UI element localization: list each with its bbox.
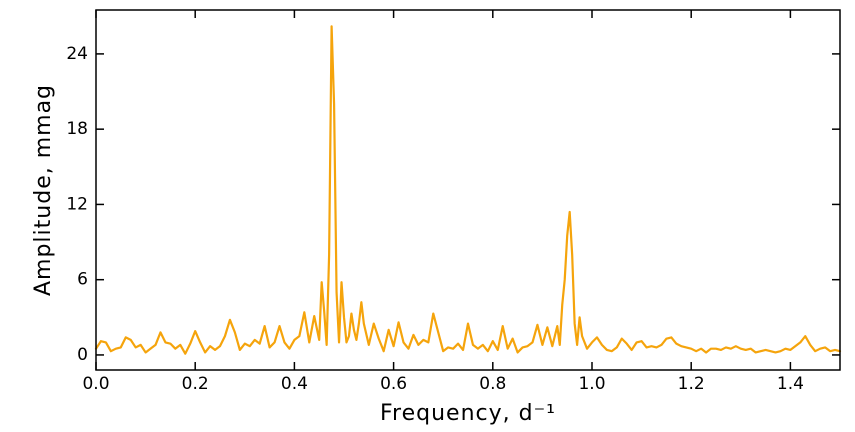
plot-frame bbox=[95, 9, 841, 371]
x-tick-label: 0.8 bbox=[479, 374, 506, 394]
x-tick-label: 1.4 bbox=[777, 374, 804, 394]
y-tick-label: 18 bbox=[66, 119, 88, 139]
y-tick-label: 6 bbox=[77, 270, 88, 290]
x-tick-label: 1.0 bbox=[578, 374, 605, 394]
x-tick-label: 0.2 bbox=[182, 374, 209, 394]
y-tick-label: 12 bbox=[66, 194, 88, 214]
x-tick-label: 0.4 bbox=[281, 374, 308, 394]
x-tick-label: 0.6 bbox=[380, 374, 407, 394]
x-tick-label: 1.2 bbox=[678, 374, 705, 394]
y-tick-label: 0 bbox=[77, 345, 88, 365]
y-axis-label: Amplitude, mmag bbox=[31, 84, 56, 296]
y-tick-label: 24 bbox=[66, 44, 88, 64]
series-line bbox=[94, 25, 842, 355]
x-axis-label: Frequency, d⁻¹ bbox=[380, 401, 556, 426]
x-tick-label: 0.0 bbox=[82, 374, 109, 394]
